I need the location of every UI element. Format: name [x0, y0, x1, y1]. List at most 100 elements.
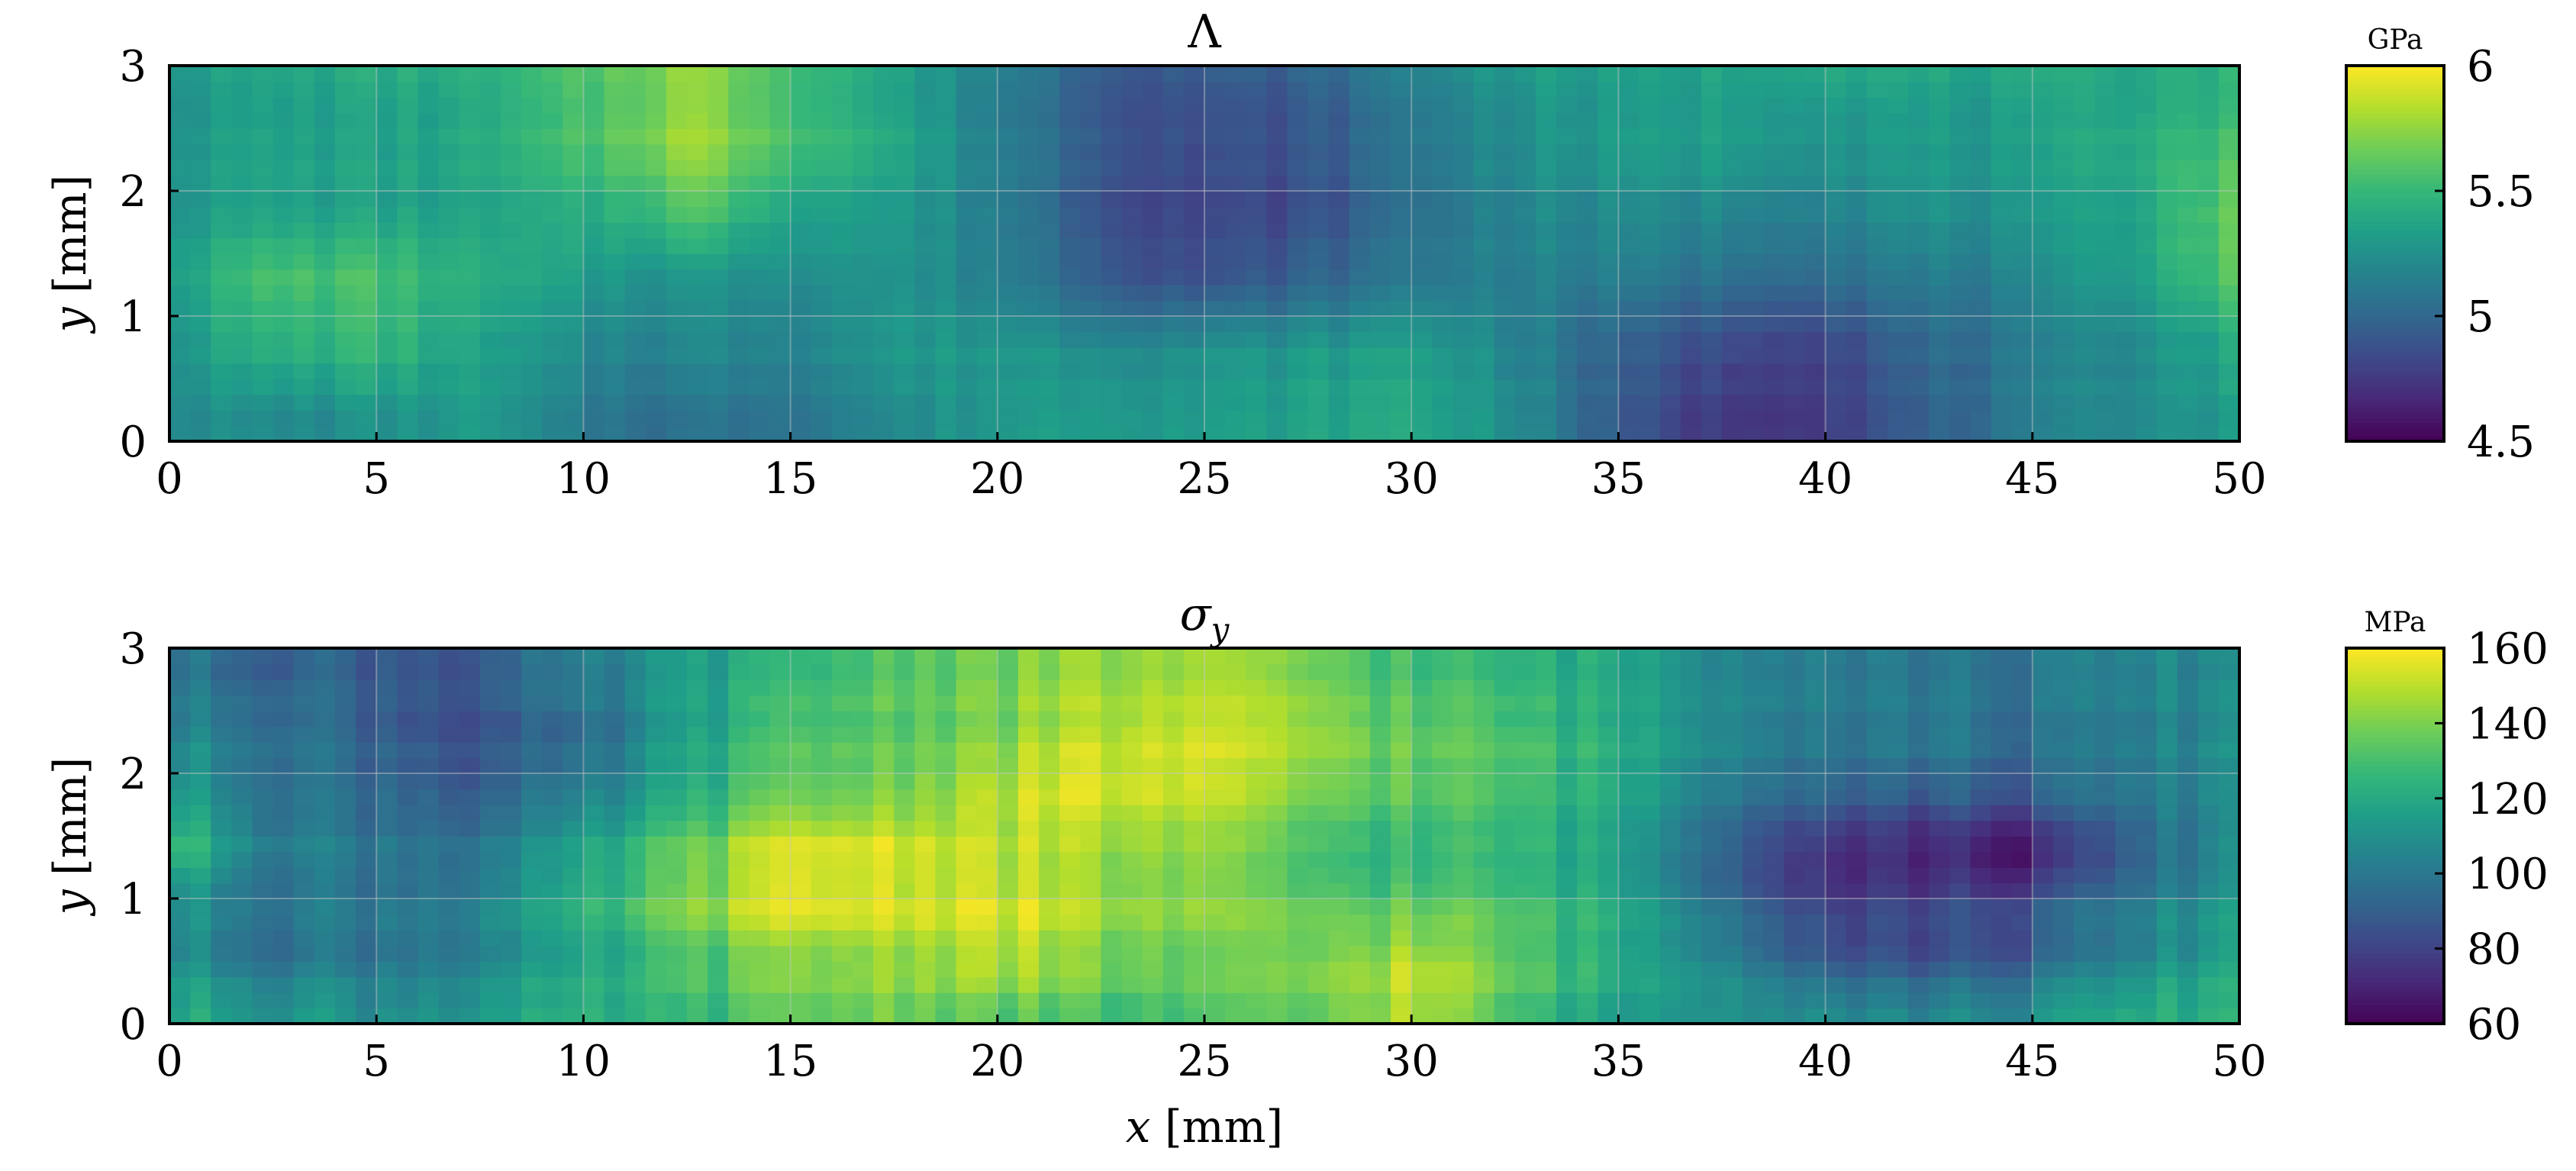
heatmap-cell: [500, 945, 522, 962]
heatmap-cell: [2136, 81, 2158, 98]
heatmap-cell: [935, 945, 957, 962]
heatmap-cell: [1866, 1008, 1888, 1024]
heatmap-cell: [914, 867, 937, 884]
heatmap-cell: [1080, 66, 1102, 82]
heatmap-cell: [997, 882, 1019, 899]
heatmap-cell: [563, 347, 585, 364]
heatmap-cell: [1763, 1008, 1785, 1024]
heatmap-cell: [1287, 648, 1309, 665]
heatmap-cell: [2052, 773, 2075, 790]
heatmap-cell: [1908, 300, 1930, 317]
heatmap-cell: [1080, 820, 1102, 837]
heatmap-cell: [2032, 773, 2054, 790]
heatmap-cell: [1432, 898, 1454, 915]
heatmap-cell: [2052, 851, 2075, 868]
heatmap-cell: [356, 269, 377, 285]
heatmap-cell: [231, 222, 253, 239]
heatmap-cell: [1949, 97, 1971, 114]
heatmap-cell: [397, 331, 419, 348]
heatmap-cell: [583, 222, 605, 239]
heatmap-cell: [1452, 945, 1475, 962]
heatmap-cell: [645, 222, 667, 239]
heatmap-cell: [479, 945, 501, 962]
heatmap-cell: [293, 961, 315, 978]
heatmap-cell: [1246, 648, 1268, 665]
heatmap-cell: [1659, 945, 1681, 962]
heatmap-cell: [1722, 663, 1743, 680]
heatmap-cell: [666, 757, 688, 774]
heatmap-cell: [521, 820, 543, 837]
heatmap-cell: [1866, 711, 1888, 727]
heatmap-cell: [272, 160, 295, 176]
heatmap-cell: [1804, 679, 1826, 696]
heatmap-cell: [2011, 695, 2033, 711]
heatmap-cell: [1080, 331, 1102, 348]
heatmap-cell: [811, 648, 833, 665]
heatmap-cell: [1887, 144, 1909, 160]
heatmap-cell: [1784, 695, 1806, 711]
heatmap-cell: [1784, 253, 1806, 270]
heatmap-cell: [190, 757, 212, 774]
heatmap-cell: [1411, 851, 1433, 868]
heatmap-cell: [583, 851, 605, 868]
heatmap-cell: [397, 648, 419, 665]
heatmap-cell: [314, 742, 336, 759]
heatmap-cell: [1514, 867, 1536, 884]
heatmap-cell: [1763, 663, 1785, 680]
heatmap-cell: [1763, 112, 1785, 129]
heatmap-cell: [1825, 648, 1847, 665]
heatmap-cell: [2074, 789, 2095, 805]
heatmap-cell: [563, 914, 585, 931]
heatmap-cell: [1929, 961, 1951, 978]
heatmap-cell: [2177, 300, 2199, 317]
heatmap-cell: [1949, 679, 1971, 696]
heatmap-cell: [314, 285, 336, 302]
heatmap-cell: [1598, 410, 1620, 427]
heatmap-cell: [2074, 961, 2095, 978]
heatmap-cell: [1183, 81, 1205, 98]
heatmap-cell: [334, 961, 356, 978]
heatmap-cell: [1369, 648, 1391, 665]
heatmap-cell: [1328, 300, 1350, 317]
heatmap-cell: [2074, 992, 2095, 1009]
heatmap-cell: [1825, 820, 1847, 837]
heatmap-cell: [1639, 128, 1661, 145]
heatmap-cell: [521, 851, 543, 868]
heatmap-cell: [1349, 851, 1371, 868]
heatmap-cell: [1887, 300, 1909, 317]
heatmap-cell: [293, 285, 315, 302]
heatmap-cell: [1514, 160, 1536, 176]
heatmap-cell: [1059, 961, 1082, 978]
heatmap-cell: [1349, 961, 1371, 978]
heatmap-cell: [1556, 253, 1578, 270]
heatmap-cell: [604, 222, 626, 239]
heatmap-cell: [169, 711, 191, 727]
heatmap-cell: [397, 992, 419, 1009]
heatmap-cell: [1432, 394, 1454, 411]
heatmap-cell: [1391, 144, 1412, 160]
heatmap-cell: [1846, 81, 1868, 98]
heatmap-cell: [500, 347, 522, 364]
heatmap-cell: [728, 394, 750, 411]
heatmap-cell: [2074, 379, 2095, 395]
heatmap-cell: [2218, 663, 2240, 680]
heatmap-cell: [2156, 992, 2178, 1009]
heatmap-cell: [852, 363, 874, 379]
heatmap-cell: [1784, 898, 1806, 915]
heatmap-cell: [2052, 206, 2075, 223]
heatmap-cell: [252, 1008, 274, 1024]
heatmap-cell: [1204, 379, 1226, 395]
heatmap-cell: [1846, 695, 1868, 711]
heatmap-cell: [1017, 128, 1040, 145]
heatmap-cell: [831, 992, 853, 1009]
heatmap-cell: [1059, 805, 1082, 821]
heatmap-cell: [1080, 222, 1102, 239]
heatmap-cell: [169, 206, 191, 223]
heatmap-cell: [2115, 805, 2137, 821]
heatmap-cell: [1101, 726, 1123, 743]
heatmap-cell: [1411, 222, 1433, 239]
heatmap-cell: [1949, 66, 1971, 82]
heatmap-cell: [1804, 976, 1826, 993]
heatmap-cell: [1452, 191, 1475, 208]
heatmap-cell: [1039, 347, 1060, 364]
